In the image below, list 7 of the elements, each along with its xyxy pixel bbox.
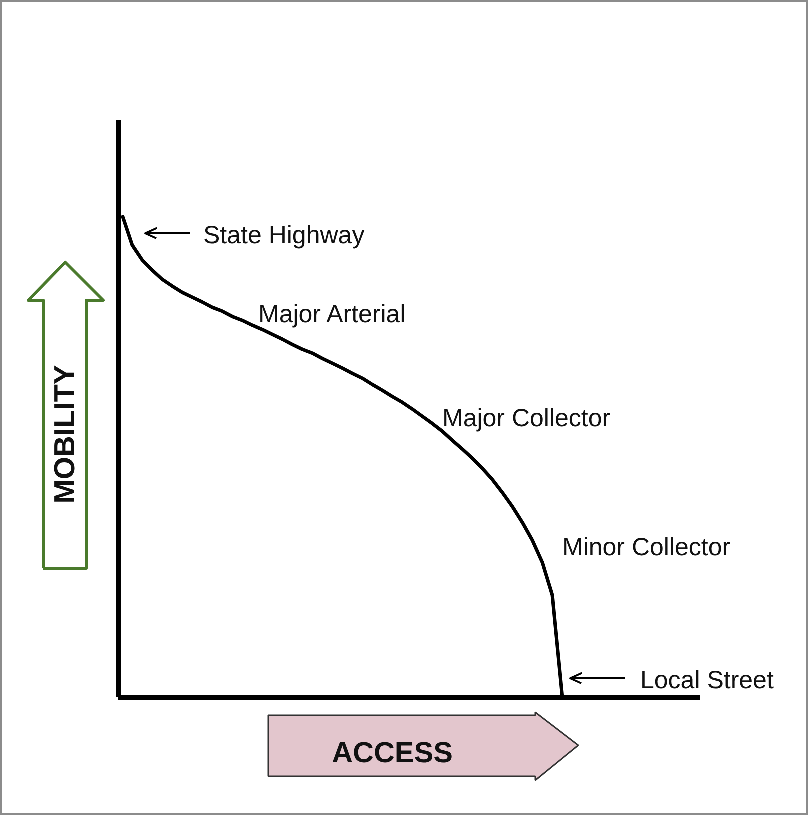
annotation: Major Arterial bbox=[258, 300, 406, 328]
x-axis-title: ACCESS bbox=[332, 738, 453, 770]
annotation: Minor Collector bbox=[562, 534, 731, 562]
annotation: Major Collector bbox=[442, 404, 611, 432]
annotation: Local Street bbox=[640, 666, 774, 694]
annotation: State Highway bbox=[204, 222, 366, 250]
y-axis-title: MOBILITY bbox=[50, 365, 82, 504]
